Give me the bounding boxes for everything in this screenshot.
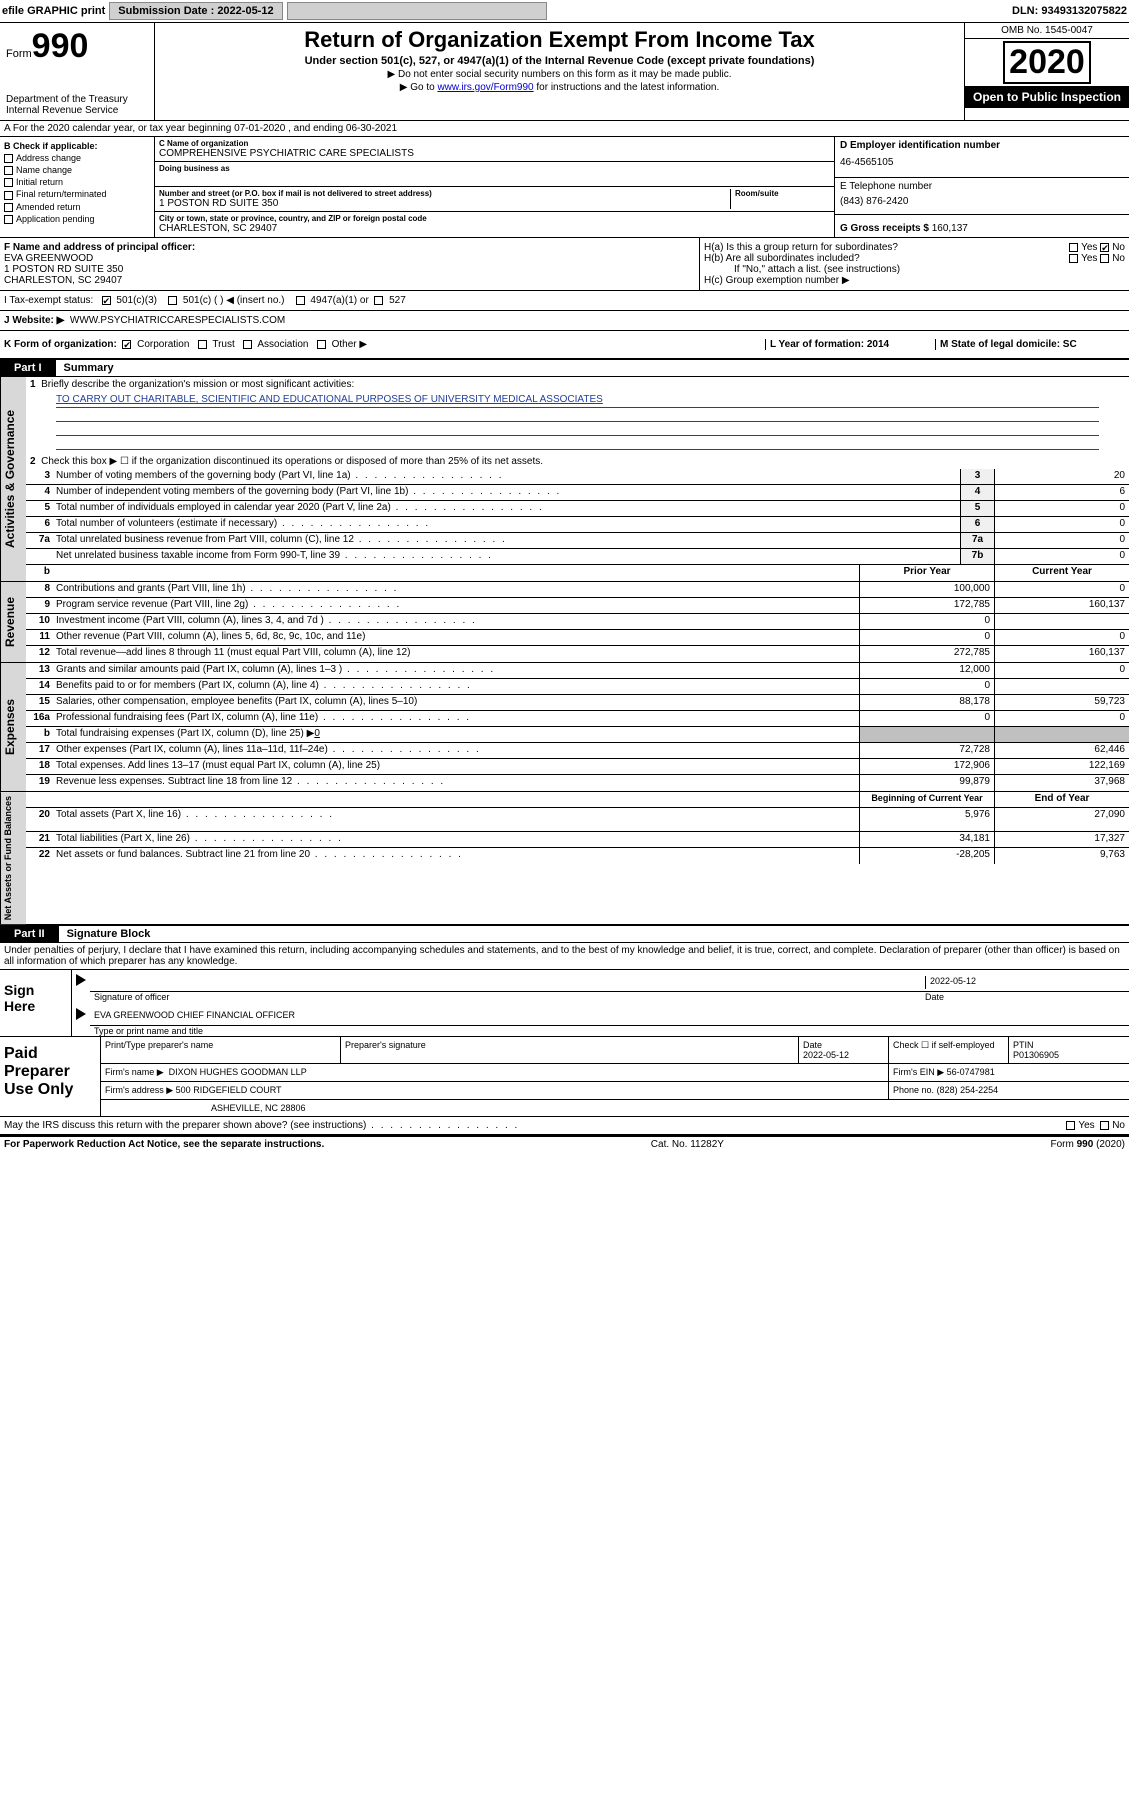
top-bar: efile GRAPHIC print Submission Date : 20… xyxy=(0,0,1129,23)
tax-year: 2020 xyxy=(1003,41,1091,84)
efile-label: efile GRAPHIC print xyxy=(2,5,105,17)
sign-here-section: Sign Here 2022-05-12 Signature of office… xyxy=(0,970,1129,1037)
expenses-section: Expenses 13Grants and similar amounts pa… xyxy=(0,663,1129,792)
ein-value: 46-4565105 xyxy=(840,151,1124,174)
org-city: CHARLESTON, SC 29407 xyxy=(159,223,830,234)
check-b-column: B Check if applicable: Address change Na… xyxy=(0,137,155,237)
part2-header: Part II Signature Block xyxy=(0,926,1129,943)
revenue-label: Revenue xyxy=(0,582,26,662)
website-row: J Website: ▶ WWW.PSYCHIATRICCARESPECIALI… xyxy=(0,311,1129,331)
footer: For Paperwork Reduction Act Notice, see … xyxy=(0,1136,1129,1152)
net-assets-label: Net Assets or Fund Balances xyxy=(0,792,26,924)
form-of-org-row: K Form of organization: ✔ Corporation Tr… xyxy=(0,331,1129,360)
open-public-label: Open to Public Inspection xyxy=(965,86,1129,108)
ssn-note: ▶ Do not enter social security numbers o… xyxy=(161,69,958,80)
form-title: Return of Organization Exempt From Incom… xyxy=(161,27,958,53)
officer-name: EVA GREENWOOD xyxy=(4,253,93,264)
gross-receipts-value: 160,137 xyxy=(932,223,968,234)
goto-note: ▶ Go to www.irs.gov/Form990 for instruct… xyxy=(161,82,958,93)
arrow-icon xyxy=(76,1008,86,1020)
tax-exempt-status: I Tax-exempt status: ✔ 501(c)(3) 501(c) … xyxy=(0,291,1129,311)
org-address: 1 POSTON RD SUITE 350 xyxy=(159,198,730,209)
ptin-value: P01306905 xyxy=(1013,1050,1125,1060)
org-name: COMPREHENSIVE PSYCHIATRIC CARE SPECIALIS… xyxy=(159,148,830,159)
website-value: WWW.PSYCHIATRICCARESPECIALISTS.COM xyxy=(70,315,285,326)
omb-number: OMB No. 1545-0047 xyxy=(965,23,1129,39)
dept-label: Department of the Treasury xyxy=(6,94,148,105)
submission-date-button[interactable]: Submission Date : 2022-05-12 xyxy=(109,2,282,20)
section-a-period: A For the 2020 calendar year, or tax yea… xyxy=(0,121,1129,137)
form-header: Form990 Department of the Treasury Inter… xyxy=(0,23,1129,121)
sign-date: 2022-05-12 xyxy=(925,976,1125,989)
arrow-icon xyxy=(76,974,86,986)
officer-name-title: EVA GREENWOOD CHIEF FINANCIAL OFFICER xyxy=(90,1008,1129,1026)
right-info-column: D Employer identification number 46-4565… xyxy=(834,137,1129,237)
mission-text: TO CARRY OUT CHARITABLE, SCIENTIFIC AND … xyxy=(56,394,1099,408)
firm-ein: 56-0747981 xyxy=(947,1067,995,1077)
firm-name: DIXON HUGHES GOODMAN LLP xyxy=(169,1067,307,1077)
governance-section: Activities & Governance 1 Briefly descri… xyxy=(0,377,1129,582)
discuss-row: May the IRS discuss this return with the… xyxy=(0,1117,1129,1136)
revenue-section: Revenue 8Contributions and grants (Part … xyxy=(0,582,1129,663)
paid-preparer-section: Paid Preparer Use Only Print/Type prepar… xyxy=(0,1037,1129,1117)
blank-button[interactable] xyxy=(287,2,547,20)
org-info-block: B Check if applicable: Address change Na… xyxy=(0,137,1129,238)
telephone-value: (843) 876-2420 xyxy=(840,192,1124,211)
irs-link[interactable]: www.irs.gov/Form990 xyxy=(437,82,533,93)
form-number: Form990 xyxy=(6,27,148,66)
net-assets-section: Net Assets or Fund Balances Beginning of… xyxy=(0,792,1129,926)
form-subtitle: Under section 501(c), 527, or 4947(a)(1)… xyxy=(161,55,958,67)
expenses-label: Expenses xyxy=(0,663,26,791)
governance-label: Activities & Governance xyxy=(0,377,26,581)
part1-header: Part I Summary xyxy=(0,360,1129,377)
dln-label: DLN: 93493132075822 xyxy=(1012,5,1127,17)
irs-label: Internal Revenue Service xyxy=(6,105,148,116)
officer-group-block: F Name and address of principal officer:… xyxy=(0,238,1129,291)
name-address-block: C Name of organization COMPREHENSIVE PSY… xyxy=(155,137,834,237)
firm-phone: (828) 254-2254 xyxy=(937,1085,999,1095)
penalty-statement: Under penalties of perjury, I declare th… xyxy=(0,943,1129,970)
